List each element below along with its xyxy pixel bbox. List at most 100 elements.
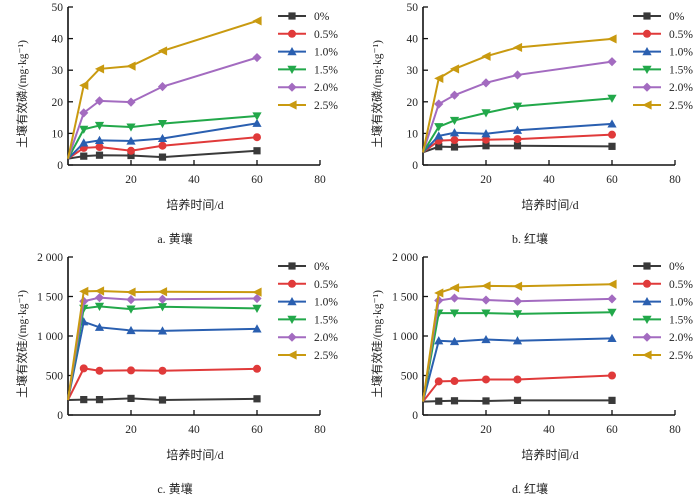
y-tick-label: 1 000 xyxy=(392,331,418,343)
data-point xyxy=(607,34,617,44)
data-point xyxy=(252,324,262,333)
x-tick-label: 80 xyxy=(669,174,681,186)
data-point xyxy=(157,133,168,143)
data-point xyxy=(157,303,168,312)
legend-label: 1.5% xyxy=(314,314,338,326)
y-tick-label: 0 xyxy=(57,410,63,422)
legend-item: 0% xyxy=(278,11,330,23)
series-1.0% xyxy=(67,317,262,401)
x-axis-label-b: 培养时间/d xyxy=(521,198,579,212)
legend-marker xyxy=(288,279,296,288)
x-axis-label-c: 培养时间/d xyxy=(166,448,224,462)
y-tick-label: 20 xyxy=(52,97,64,109)
x-tick-label: 20 xyxy=(480,174,492,186)
series-line xyxy=(67,289,258,401)
legend-item: 1.0% xyxy=(278,297,338,309)
x-tick-label: 40 xyxy=(543,424,555,436)
data-point xyxy=(126,136,136,145)
y-tick-label: 20 xyxy=(407,97,419,109)
legend-item: 1.5% xyxy=(278,64,338,76)
data-point xyxy=(95,142,104,151)
data-point xyxy=(79,364,88,373)
legend-label: 0% xyxy=(669,261,685,273)
data-point xyxy=(157,326,168,335)
legend-item: 0% xyxy=(633,261,685,273)
legend-item: 2.5% xyxy=(633,100,693,112)
series-line xyxy=(422,97,613,153)
data-point xyxy=(252,118,262,127)
data-point xyxy=(434,123,444,132)
series-line xyxy=(67,305,258,401)
data-point xyxy=(253,133,261,142)
legend-label: 1.0% xyxy=(314,47,338,59)
data-point xyxy=(95,366,104,375)
legend-item: 0.5% xyxy=(633,279,693,291)
chart-panel-b: 0 10 20 30 40 50 20 40 60 80 0% 0.5% 1.0% 1.5% 2.0% 2.5… xyxy=(355,0,700,248)
legend-item: 2.0% xyxy=(633,82,693,94)
series-0% xyxy=(422,396,616,405)
series-1.0% xyxy=(422,333,617,402)
legend-marker xyxy=(643,29,651,38)
data-point xyxy=(79,286,89,296)
series-line xyxy=(67,367,258,401)
data-point xyxy=(435,397,443,405)
y-tick-label: 10 xyxy=(407,128,419,140)
data-point xyxy=(481,309,491,318)
data-point xyxy=(126,287,136,297)
data-point xyxy=(126,123,136,132)
legend-marker xyxy=(287,350,297,360)
x-tick-label: 80 xyxy=(314,174,326,186)
series-2.0% xyxy=(67,293,262,401)
legend-label: 1.0% xyxy=(669,47,693,59)
legend-marker xyxy=(287,297,297,306)
legend-marker xyxy=(288,12,296,20)
data-point xyxy=(449,283,460,293)
data-point xyxy=(253,364,261,373)
caption-c: c. 黄壤 xyxy=(157,482,193,496)
data-point xyxy=(481,334,491,344)
data-point xyxy=(94,135,105,144)
series-1.5% xyxy=(422,94,617,153)
data-point xyxy=(252,304,262,313)
legend-label: 1.0% xyxy=(669,297,693,309)
legend-label: 2.0% xyxy=(314,332,338,344)
data-point xyxy=(158,396,167,404)
legend-marker xyxy=(643,12,651,20)
legend-item: 2.5% xyxy=(278,100,338,112)
y-axis-label-c: 土壤有效硅/(mg·kg⁻¹) xyxy=(17,290,29,398)
data-point xyxy=(158,153,167,161)
data-point xyxy=(512,296,523,306)
x-tick-label: 40 xyxy=(188,424,200,436)
data-point xyxy=(434,99,444,109)
x-tick-label: 80 xyxy=(669,424,681,436)
data-point xyxy=(482,397,490,405)
data-point xyxy=(127,366,135,375)
data-point xyxy=(449,336,460,346)
data-point xyxy=(513,396,522,404)
legend-marker xyxy=(643,279,651,288)
series-0.5% xyxy=(422,371,616,403)
legend-label: 0.5% xyxy=(669,29,693,41)
y-tick-label: 0 xyxy=(412,160,418,172)
data-point xyxy=(513,135,522,144)
data-point xyxy=(157,287,168,297)
legend-item: 0.5% xyxy=(278,29,338,41)
data-point xyxy=(450,136,459,145)
series-1.0% xyxy=(67,118,262,160)
x-tick-label: 60 xyxy=(606,424,618,436)
data-point xyxy=(94,64,105,74)
data-point xyxy=(449,90,460,100)
y-tick-label: 0 xyxy=(57,160,63,172)
series-0% xyxy=(422,142,616,154)
series-0.5% xyxy=(422,130,616,154)
y-axis-label-d: 土壤有效硅/(mg·kg⁻¹) xyxy=(372,290,384,398)
data-point xyxy=(94,96,105,106)
legend-label: 1.0% xyxy=(314,297,338,309)
legend-label: 2.5% xyxy=(669,350,693,362)
data-point xyxy=(434,288,444,298)
data-point xyxy=(481,78,491,88)
data-point xyxy=(127,394,135,403)
legend-marker xyxy=(642,100,652,110)
y-tick-label: 30 xyxy=(52,65,64,77)
series-line xyxy=(422,37,613,153)
